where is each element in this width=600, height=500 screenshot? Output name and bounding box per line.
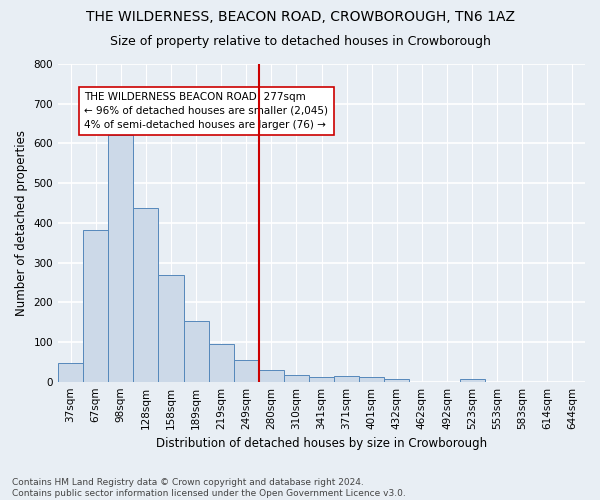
X-axis label: Distribution of detached houses by size in Crowborough: Distribution of detached houses by size … xyxy=(156,437,487,450)
Text: THE WILDERNESS BEACON ROAD: 277sqm
← 96% of detached houses are smaller (2,045)
: THE WILDERNESS BEACON ROAD: 277sqm ← 96%… xyxy=(85,92,328,130)
Bar xyxy=(184,321,209,382)
Bar xyxy=(334,376,359,382)
Bar xyxy=(384,378,409,382)
Bar xyxy=(83,230,108,382)
Text: Contains HM Land Registry data © Crown copyright and database right 2024.
Contai: Contains HM Land Registry data © Crown c… xyxy=(12,478,406,498)
Bar xyxy=(58,363,83,382)
Bar xyxy=(209,344,233,382)
Text: Size of property relative to detached houses in Crowborough: Size of property relative to detached ho… xyxy=(110,35,490,48)
Bar xyxy=(309,378,334,382)
Bar xyxy=(284,376,309,382)
Bar xyxy=(259,370,284,382)
Bar xyxy=(460,378,485,382)
Bar xyxy=(233,360,259,382)
Text: THE WILDERNESS, BEACON ROAD, CROWBOROUGH, TN6 1AZ: THE WILDERNESS, BEACON ROAD, CROWBOROUGH… xyxy=(86,10,515,24)
Y-axis label: Number of detached properties: Number of detached properties xyxy=(15,130,28,316)
Bar xyxy=(108,134,133,382)
Bar xyxy=(359,377,384,382)
Bar xyxy=(133,208,158,382)
Bar xyxy=(158,276,184,382)
